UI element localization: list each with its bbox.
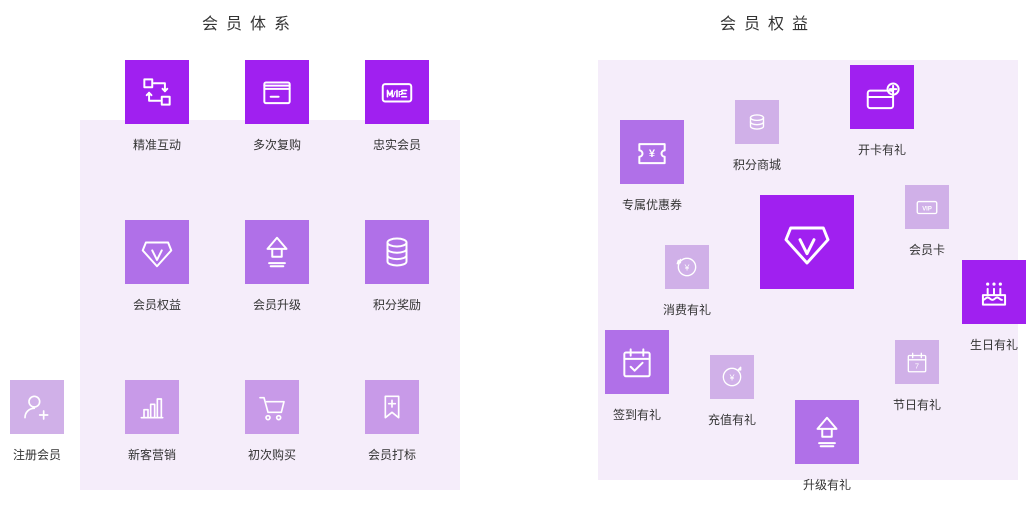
loyal-member-label: 忠实会员: [350, 136, 444, 153]
exclusive-coupon-label: 专属优惠券: [605, 196, 699, 213]
upgrade-icon: [258, 233, 296, 271]
vip-card-sm-icon: VIP: [914, 194, 940, 220]
yuan-up-icon: ¥: [719, 364, 745, 390]
svg-text:¥: ¥: [684, 262, 690, 272]
precise-interact-label: 精准互动: [110, 136, 204, 153]
calendar-check-icon: [618, 343, 656, 381]
left-title: 会员体系: [0, 10, 500, 34]
member-tag-tile: [365, 380, 419, 434]
coupon-icon: ¥: [633, 133, 671, 171]
points-reward-label: 积分奖励: [350, 296, 444, 313]
center-diamond-item: [760, 195, 854, 289]
points-mall-label: 积分商城: [720, 156, 794, 173]
user-add-icon: [21, 391, 53, 423]
card-gift-tile: [850, 65, 914, 129]
festival-gift-item: 7节日有礼: [895, 340, 939, 413]
card-gift-label: 开卡有礼: [835, 141, 929, 158]
new-customer-item: 新客营销: [125, 380, 179, 463]
signin-gift-item: 签到有礼: [605, 330, 669, 423]
left-section: 会员体系 注册会员精准互动多次复购VIP忠实会员会员权益会员升级积分奖励新客营销…: [0, 0, 500, 506]
points-mall-item: 积分商城: [735, 100, 779, 173]
birthday-gift-label: 生日有礼: [947, 336, 1036, 353]
card-gift-item: 开卡有礼: [850, 65, 914, 158]
right-title: 会员权益: [500, 10, 1036, 34]
center-diamond-tile: [760, 195, 854, 289]
swap-icon: [138, 73, 176, 111]
cake-icon: [975, 273, 1013, 311]
member-benefits-tile: [125, 220, 189, 284]
consume-gift-item: ¥消费有礼: [665, 245, 709, 318]
svg-text:7: 7: [915, 362, 919, 371]
loyal-member-item: VIP忠实会员: [365, 60, 429, 153]
recharge-gift-item: ¥充值有礼: [710, 355, 754, 428]
coins-icon: [378, 233, 416, 271]
member-tag-item: 会员打标: [365, 380, 419, 463]
bars-icon: [136, 391, 168, 423]
vip-card-icon: VIP: [378, 73, 416, 111]
first-purchase-item: 初次购买: [245, 380, 299, 463]
exclusive-coupon-item: ¥专属优惠券: [620, 120, 684, 213]
points-reward-item: 积分奖励: [365, 220, 429, 313]
birthday-gift-tile: [962, 260, 1026, 324]
festival-gift-label: 节日有礼: [880, 396, 954, 413]
svg-text:¥: ¥: [649, 148, 656, 160]
upgrade-gift-label: 升级有礼: [780, 476, 874, 493]
member-upgrade-item: 会员升级: [245, 220, 309, 313]
diamond-icon: [779, 214, 835, 270]
signin-gift-label: 签到有礼: [590, 406, 684, 423]
first-purchase-tile: [245, 380, 299, 434]
register-member-tile: [10, 380, 64, 434]
upgrade-gift-item: 升级有礼: [795, 400, 859, 493]
member-card-tile: VIP: [905, 185, 949, 229]
new-customer-tile: [125, 380, 179, 434]
bookmark-icon: [376, 391, 408, 423]
member-benefits-item: 会员权益: [125, 220, 189, 313]
multi-repurchase-label: 多次复购: [230, 136, 324, 153]
member-tag-label: 会员打标: [350, 446, 434, 463]
svg-text:VIP: VIP: [391, 90, 404, 99]
exclusive-coupon-tile: ¥: [620, 120, 684, 184]
wallet-icon: [258, 73, 296, 111]
recharge-gift-label: 充值有礼: [695, 411, 769, 428]
consume-gift-label: 消费有礼: [650, 301, 724, 318]
precise-interact-item: 精准互动: [125, 60, 189, 153]
festival-gift-tile: 7: [895, 340, 939, 384]
loyal-member-tile: VIP: [365, 60, 429, 124]
points-mall-tile: [735, 100, 779, 144]
yuan-back-icon: ¥: [674, 254, 700, 280]
cart-icon: [256, 391, 288, 423]
member-card-label: 会员卡: [890, 241, 964, 258]
precise-interact-tile: [125, 60, 189, 124]
upgrade-icon: [808, 413, 846, 451]
card-add-icon: [863, 78, 901, 116]
member-upgrade-label: 会员升级: [230, 296, 324, 313]
member-benefits-label: 会员权益: [110, 296, 204, 313]
signin-gift-tile: [605, 330, 669, 394]
birthday-gift-item: 生日有礼: [962, 260, 1026, 353]
diamond-icon: [138, 233, 176, 271]
new-customer-label: 新客营销: [110, 446, 194, 463]
multi-repurchase-tile: [245, 60, 309, 124]
right-section: 会员权益 ¥专属优惠券积分商城开卡有礼VIP会员卡生日有礼7节日有礼升级有礼¥充…: [500, 0, 1036, 506]
recharge-gift-tile: ¥: [710, 355, 754, 399]
svg-text:VIP: VIP: [922, 206, 932, 212]
register-member-label: 注册会员: [0, 446, 79, 463]
upgrade-gift-tile: [795, 400, 859, 464]
calendar7-icon: 7: [904, 349, 930, 375]
first-purchase-label: 初次购买: [230, 446, 314, 463]
svg-text:¥: ¥: [729, 372, 735, 382]
coins-sm-icon: [744, 109, 770, 135]
member-upgrade-tile: [245, 220, 309, 284]
points-reward-tile: [365, 220, 429, 284]
diagram-container: 会员体系 注册会员精准互动多次复购VIP忠实会员会员权益会员升级积分奖励新客营销…: [0, 0, 1036, 506]
member-card-item: VIP会员卡: [905, 185, 949, 258]
multi-repurchase-item: 多次复购: [245, 60, 309, 153]
consume-gift-tile: ¥: [665, 245, 709, 289]
register-member-item: 注册会员: [10, 380, 64, 463]
